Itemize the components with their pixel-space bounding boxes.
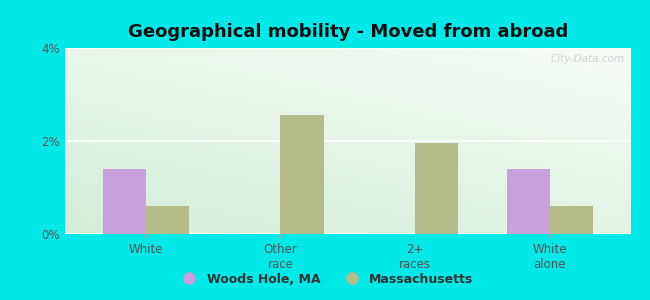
Bar [506, 169, 550, 234]
Bar [146, 206, 189, 234]
Bar [415, 143, 458, 234]
Text: City-Data.com: City-Data.com [551, 54, 625, 64]
Bar [550, 206, 593, 234]
Bar [103, 169, 146, 234]
Title: Geographical mobility - Moved from abroad: Geographical mobility - Moved from abroa… [127, 23, 568, 41]
Bar [280, 116, 324, 234]
Legend: Woods Hole, MA, Massachusetts: Woods Hole, MA, Massachusetts [172, 268, 478, 291]
